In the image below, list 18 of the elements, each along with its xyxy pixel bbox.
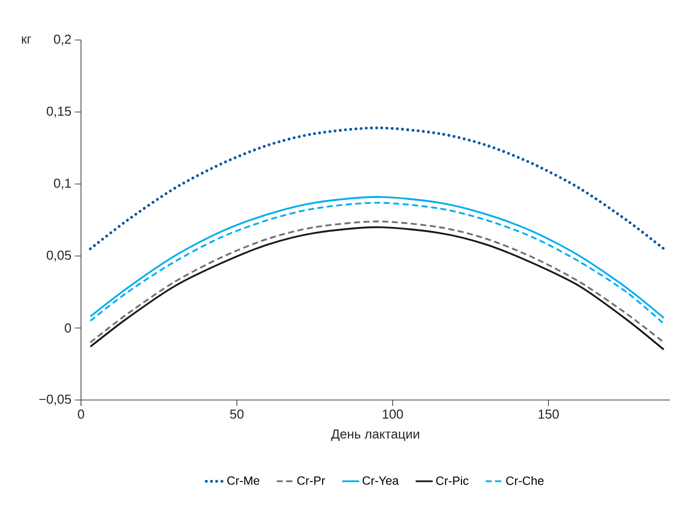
- x-axis-title: День лактации: [331, 430, 420, 442]
- x-tick-label: 150: [538, 410, 559, 419]
- y-tick-label: 0,05: [46, 250, 71, 262]
- x-tick-label: 50: [230, 410, 244, 419]
- line-series: [88, 126, 666, 250]
- y-tick-label: 0,15: [46, 106, 71, 118]
- legend-label: Cr-Pic: [436, 476, 468, 485]
- x-tick-label: 100: [382, 410, 403, 419]
- legend-label: Cr-Pr: [297, 476, 326, 485]
- y-tick-label: 0,2: [54, 34, 71, 46]
- y-tick-label: 0: [64, 323, 71, 333]
- y-tick-label: −0,05: [39, 394, 71, 406]
- legend-label: Cr-Yea: [362, 476, 399, 485]
- y-axis-title: кг: [22, 36, 32, 44]
- x-tick-label: 0: [78, 410, 84, 419]
- legend-label: Cr-Che: [506, 476, 544, 485]
- y-tick-label: 0,1: [54, 178, 71, 190]
- legend-label: Cr-Me: [227, 476, 260, 485]
